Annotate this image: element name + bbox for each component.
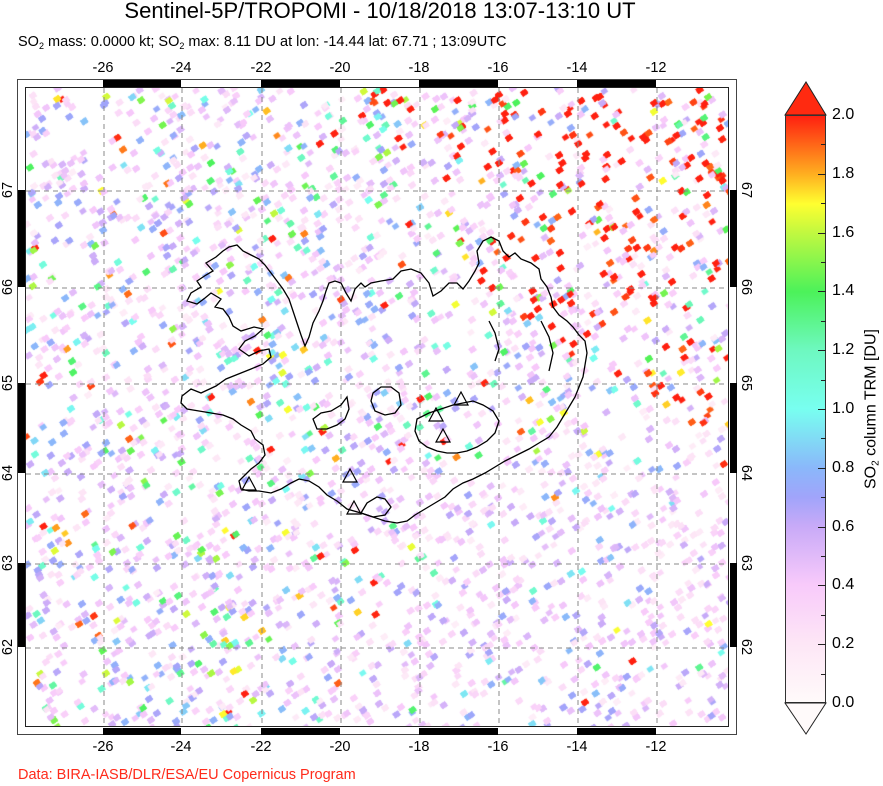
tick-bar (730, 383, 737, 473)
lat-label: 65 (0, 374, 16, 392)
tick-bar (419, 80, 498, 87)
lat-label: 63 (738, 554, 754, 572)
colorbar-label: 2.0 (832, 106, 855, 123)
tick-bar (18, 190, 25, 287)
volcano-triangle-icon (434, 427, 452, 443)
colorbar-label: 1.8 (832, 164, 855, 182)
colorbar-minor-tick (821, 262, 826, 263)
lat-label: 66 (0, 278, 16, 296)
colorbar-tick (818, 232, 826, 234)
lat-label: 67 (0, 181, 16, 199)
volcano-triangle-icon (341, 467, 359, 483)
map-title: Sentinel-5P/TROPOMI - 10/18/2018 13:07-1… (124, 0, 636, 23)
lon-label: -12 (645, 60, 667, 76)
lon-label: -14 (566, 739, 588, 755)
tick-bar (18, 383, 25, 473)
colorbar-label: 1.2 (832, 341, 855, 359)
lon-label: -20 (329, 60, 351, 76)
colorbar-minor-tick (821, 673, 826, 675)
lon-label: -18 (408, 60, 430, 76)
lon-label: -24 (170, 739, 192, 755)
colorbar-over-arrow (784, 81, 827, 116)
colorbar-tick (818, 409, 826, 410)
tick-bar (261, 728, 340, 735)
iceland-coastline (180, 236, 588, 524)
lat-label: 65 (738, 374, 754, 392)
colorbar-minor-tick (821, 497, 826, 499)
colorbar-tick (818, 291, 826, 293)
map-overlay (26, 88, 728, 726)
tick-bar (18, 563, 25, 647)
lat-label: 62 (0, 638, 16, 656)
colorbar-label: 1.0 (832, 400, 855, 417)
tick-bar (577, 728, 656, 735)
colorbar-minor-tick (821, 144, 826, 146)
so2-pixel-field (26, 88, 728, 726)
colorbar-under-arrow (784, 702, 827, 735)
colorbar-minor-tick (821, 203, 826, 205)
colorbar-tick (818, 526, 826, 528)
colorbar-tick (818, 644, 826, 646)
colorbar-title: SO2 column TRM [DU] (862, 329, 882, 489)
colorbar-tick (818, 350, 826, 352)
lat-label: 64 (0, 464, 16, 482)
lon-label: -26 (92, 739, 114, 755)
lat-label: 62 (738, 638, 754, 656)
colorbar-label: 0.8 (832, 458, 855, 476)
colorbar-minor-tick (821, 614, 826, 616)
colorbar-tick (818, 467, 826, 469)
colorbar-minor-tick (821, 320, 826, 322)
lat-label: 67 (738, 181, 754, 199)
lon-label: -26 (92, 60, 114, 76)
colorbar-label: 0.0 (832, 694, 855, 711)
colorbar-minor-tick (821, 379, 826, 381)
lon-label: -16 (487, 739, 509, 755)
so2-summary: SO2 mass: 0.0000 kt; SO2 max: 8.11 DU at… (18, 34, 507, 51)
volcano-triangle-icon (240, 475, 258, 491)
tick-bar (419, 728, 498, 735)
lon-label: -20 (329, 739, 351, 755)
colorbar-minor-tick (821, 556, 826, 557)
volcano-markers (240, 390, 470, 515)
tick-bar (577, 80, 656, 87)
lon-label: -16 (487, 60, 509, 76)
tick-bar (103, 80, 181, 87)
colorbar-minor-tick (821, 438, 826, 440)
lon-label: -14 (566, 60, 588, 76)
volcano-triangle-icon (345, 499, 363, 515)
lon-label: -22 (250, 739, 272, 755)
lon-label: -12 (645, 739, 667, 755)
lon-label: -18 (408, 739, 430, 755)
colorbar-tick (818, 173, 826, 175)
colorbar-tick (818, 585, 826, 587)
tick-bar (730, 563, 737, 647)
colorbar-label: 0.6 (832, 517, 855, 535)
tick-bar (103, 728, 181, 735)
lat-lon-grid (26, 88, 728, 726)
colorbar-label: 0.4 (832, 576, 855, 594)
tick-bar (730, 190, 737, 287)
colorbar-label: 1.4 (832, 282, 855, 300)
volcano-triangle-icon (452, 390, 470, 406)
lat-label: 66 (738, 278, 754, 296)
lat-label: 64 (738, 464, 754, 482)
colorbar-label: 0.2 (832, 635, 855, 653)
lon-label: -22 (250, 60, 272, 76)
so2-map-plot (25, 87, 729, 727)
volcano-triangle-icon (427, 406, 445, 422)
colorbar-label: 1.6 (832, 223, 855, 241)
lon-label: -24 (170, 60, 192, 76)
lat-label: 63 (0, 554, 16, 572)
data-credit: Data: BIRA-IASB/DLR/ESA/EU Copernicus Pr… (18, 767, 356, 783)
tick-bar (261, 80, 340, 87)
